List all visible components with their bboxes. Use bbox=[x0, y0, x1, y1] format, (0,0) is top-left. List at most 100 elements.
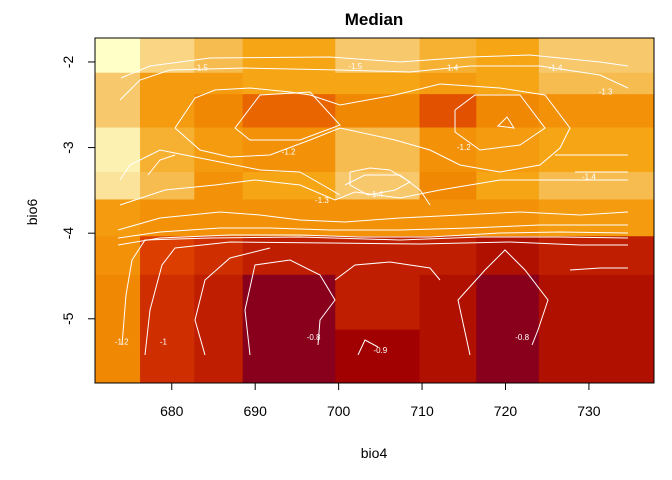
heatmap-cell bbox=[95, 329, 141, 384]
heatmap-cell bbox=[538, 127, 655, 173]
heatmap-cell bbox=[242, 38, 336, 73]
contour-line bbox=[334, 261, 441, 281]
heatmap-cell bbox=[140, 235, 195, 275]
heatmap-cell bbox=[140, 72, 195, 95]
contour-line bbox=[344, 174, 431, 206]
heatmap-cell bbox=[476, 72, 540, 95]
contour-label: -0.8 bbox=[307, 333, 321, 342]
contour-line bbox=[194, 247, 271, 356]
contour-lines bbox=[117, 54, 629, 356]
heatmap-cell bbox=[242, 235, 336, 275]
contour-label: -1.4 bbox=[369, 190, 383, 199]
chart-title: Median bbox=[345, 10, 404, 29]
heatmap-cell bbox=[538, 198, 655, 237]
contour-line bbox=[117, 224, 628, 239]
heatmap-cell bbox=[476, 171, 540, 200]
y-axis: -2 -3 -4 -5 bbox=[60, 56, 95, 325]
contour-line bbox=[119, 149, 341, 196]
contour-line bbox=[454, 94, 546, 151]
contour-line bbox=[144, 241, 628, 356]
contour-line bbox=[121, 236, 629, 346]
x-tick-label: 720 bbox=[494, 403, 518, 419]
contour-label: -1.5 bbox=[348, 62, 362, 71]
heatmap-cell bbox=[538, 171, 655, 200]
heatmap-cell bbox=[335, 72, 421, 95]
heatmap-cell bbox=[95, 38, 141, 73]
x-tick-label: 690 bbox=[244, 403, 268, 419]
contour-line bbox=[119, 65, 629, 101]
heatmap-cell bbox=[194, 274, 244, 330]
heatmap-cell bbox=[242, 72, 336, 95]
contour-line bbox=[234, 91, 341, 141]
contour-label: -0.8 bbox=[515, 333, 529, 342]
contour-line bbox=[174, 83, 571, 173]
y-tick-label: -4 bbox=[60, 227, 76, 240]
contour-line bbox=[147, 154, 176, 176]
heatmap-cell bbox=[194, 329, 244, 384]
x-tick-label: 680 bbox=[160, 403, 184, 419]
heatmap-cell bbox=[335, 329, 421, 384]
heatmap-cell bbox=[194, 198, 244, 237]
heatmap-cell bbox=[538, 38, 655, 73]
heatmap-cell bbox=[140, 127, 195, 173]
contour-label: -1.3 bbox=[599, 88, 613, 97]
contour-label: -1 bbox=[160, 337, 168, 346]
plot-frame bbox=[94, 37, 655, 384]
contour-line bbox=[496, 116, 515, 129]
heatmap-cell bbox=[95, 171, 141, 200]
heatmap-cell bbox=[335, 38, 421, 73]
heatmap-cell bbox=[335, 235, 421, 275]
contour-line bbox=[569, 267, 628, 271]
x-tick-label: 730 bbox=[577, 403, 601, 419]
heatmap-cell bbox=[95, 198, 141, 237]
heatmap-cell bbox=[242, 127, 336, 173]
x-axis-label: bio4 bbox=[361, 445, 388, 461]
heatmap-cell bbox=[194, 72, 244, 95]
heatmap-cell bbox=[95, 235, 141, 275]
heatmap-cell bbox=[419, 329, 477, 384]
heatmap-cell bbox=[140, 93, 195, 128]
heatmap-cell bbox=[476, 198, 540, 237]
contour-line bbox=[120, 54, 629, 79]
contour-label: -1.3 bbox=[315, 196, 329, 205]
heatmap-cell bbox=[194, 171, 244, 200]
contour-label: -1.4 bbox=[582, 172, 596, 181]
heatmap-cell bbox=[419, 72, 477, 95]
heatmap-cell bbox=[242, 171, 336, 200]
y-axis-label: bio6 bbox=[24, 199, 40, 226]
heatmap-cell bbox=[419, 274, 477, 330]
contour-line bbox=[357, 339, 379, 356]
heatmap-cell bbox=[538, 274, 655, 330]
heatmap-cell bbox=[419, 198, 477, 237]
heatmap-cell bbox=[419, 93, 477, 128]
contour-line bbox=[117, 231, 629, 246]
x-tick-label: 710 bbox=[410, 403, 434, 419]
contour-labels: -1.5 -1.5 -1.4 -1.4 -1.3 -1.2 -1.2 -1.4 -1.3 -1.4… bbox=[115, 62, 613, 355]
heatmap-cells bbox=[95, 38, 655, 384]
heatmap-cell bbox=[419, 235, 477, 275]
contour-line bbox=[119, 179, 628, 206]
contour-label: -1.2 bbox=[282, 147, 296, 156]
contour-label: -1.4 bbox=[549, 64, 563, 73]
heatmap-cell bbox=[476, 329, 540, 384]
heatmap-cell bbox=[140, 329, 195, 384]
heatmap-cell bbox=[538, 235, 655, 275]
contour-label: -1.2 bbox=[457, 143, 471, 152]
contour-label: -1.4 bbox=[444, 64, 458, 73]
heatmap-cell bbox=[476, 93, 540, 128]
heatmap-cell bbox=[194, 38, 244, 73]
contour-label: -1.2 bbox=[115, 337, 129, 346]
contour-line bbox=[349, 167, 412, 196]
x-tick-label: 700 bbox=[327, 403, 351, 419]
heatmap-cell bbox=[538, 72, 655, 95]
contour-label: -1.5 bbox=[194, 64, 208, 73]
heatmap-cell bbox=[419, 38, 477, 73]
contour-line bbox=[457, 249, 549, 356]
heatmap-cell bbox=[242, 274, 336, 330]
heatmap-cell bbox=[335, 93, 421, 128]
heatmap-cell bbox=[95, 127, 141, 173]
heatmap-cell bbox=[95, 72, 141, 95]
y-tick-label: -2 bbox=[60, 56, 76, 69]
contour-label: -0.9 bbox=[373, 346, 387, 355]
